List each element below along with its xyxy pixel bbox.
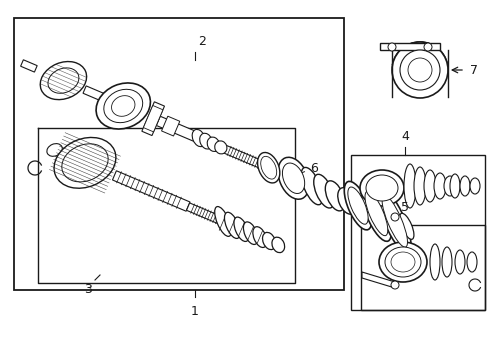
Polygon shape [361, 272, 394, 288]
Ellipse shape [111, 96, 135, 116]
Text: 5: 5 [400, 201, 408, 214]
Circle shape [423, 43, 431, 51]
Ellipse shape [433, 173, 445, 199]
Ellipse shape [390, 252, 414, 272]
Ellipse shape [252, 227, 266, 247]
Polygon shape [379, 43, 439, 50]
Ellipse shape [469, 178, 479, 194]
Ellipse shape [337, 188, 355, 214]
Ellipse shape [40, 62, 86, 100]
Circle shape [387, 43, 395, 51]
Polygon shape [20, 60, 37, 72]
Ellipse shape [459, 176, 469, 196]
Bar [350, 155, 484, 310]
Circle shape [390, 281, 398, 289]
Bar [14, 18, 343, 290]
Polygon shape [156, 116, 199, 142]
Text: 6: 6 [293, 162, 317, 176]
Ellipse shape [381, 195, 407, 247]
Polygon shape [143, 105, 163, 132]
Ellipse shape [199, 133, 212, 149]
Ellipse shape [103, 89, 142, 123]
Ellipse shape [454, 250, 464, 274]
Ellipse shape [192, 129, 205, 147]
Circle shape [399, 50, 439, 90]
Circle shape [407, 58, 431, 82]
Polygon shape [161, 116, 180, 136]
Ellipse shape [207, 137, 219, 152]
Text: 4: 4 [400, 130, 408, 143]
Ellipse shape [413, 167, 425, 205]
Ellipse shape [271, 237, 284, 253]
Ellipse shape [365, 175, 397, 201]
Text: 2: 2 [198, 35, 205, 48]
Ellipse shape [361, 185, 390, 241]
Ellipse shape [257, 153, 279, 183]
Ellipse shape [243, 222, 257, 244]
Ellipse shape [443, 176, 455, 196]
Circle shape [390, 213, 398, 221]
Ellipse shape [278, 157, 308, 199]
Ellipse shape [313, 174, 333, 208]
Ellipse shape [347, 187, 367, 224]
Ellipse shape [260, 156, 276, 179]
Ellipse shape [233, 217, 248, 242]
Polygon shape [223, 145, 267, 170]
Ellipse shape [262, 233, 275, 249]
Ellipse shape [54, 138, 116, 188]
Ellipse shape [441, 247, 451, 277]
Bar [360, 225, 484, 310]
Ellipse shape [96, 83, 150, 129]
Ellipse shape [449, 174, 459, 198]
Text: 7: 7 [469, 63, 477, 77]
Ellipse shape [48, 68, 79, 93]
Ellipse shape [364, 191, 387, 236]
Ellipse shape [224, 212, 240, 238]
Text: 3: 3 [84, 283, 92, 296]
Ellipse shape [282, 163, 304, 194]
Ellipse shape [384, 247, 420, 277]
Ellipse shape [214, 207, 231, 237]
Ellipse shape [301, 167, 322, 205]
Polygon shape [361, 205, 394, 220]
Circle shape [391, 42, 447, 98]
Ellipse shape [429, 244, 439, 280]
Ellipse shape [403, 164, 415, 208]
Ellipse shape [214, 141, 226, 154]
Ellipse shape [423, 170, 435, 202]
Ellipse shape [47, 144, 62, 156]
Ellipse shape [325, 181, 344, 211]
Ellipse shape [61, 144, 108, 182]
Ellipse shape [466, 252, 476, 272]
Ellipse shape [399, 213, 413, 239]
Ellipse shape [344, 181, 371, 230]
Polygon shape [186, 203, 222, 224]
Polygon shape [112, 171, 190, 211]
Text: 1: 1 [191, 305, 199, 318]
Polygon shape [142, 102, 164, 136]
Ellipse shape [378, 242, 426, 282]
Polygon shape [83, 86, 106, 102]
Ellipse shape [378, 190, 410, 253]
Ellipse shape [359, 170, 403, 206]
